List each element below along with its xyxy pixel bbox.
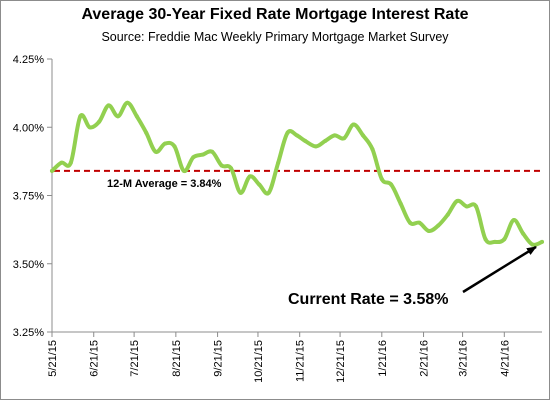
x-tick-label: 12/21/15 (335, 340, 347, 383)
data-point (342, 136, 347, 141)
data-point (97, 119, 102, 124)
data-point (229, 166, 233, 171)
data-point (483, 237, 488, 242)
data-point (200, 152, 205, 157)
series-points (50, 100, 544, 247)
data-point (285, 130, 290, 135)
data-point (106, 103, 111, 108)
data-point (116, 114, 120, 119)
data-point (511, 218, 516, 223)
current-rate-annotation: Current Rate = 3.58% (288, 291, 449, 308)
data-point (540, 239, 544, 244)
data-point (247, 174, 252, 179)
data-point (379, 177, 384, 182)
x-tick-label: 9/21/15 (213, 340, 225, 377)
average-reference-label: 12-M Average = 3.84% (107, 178, 222, 190)
data-point (351, 122, 356, 127)
data-point (474, 204, 478, 209)
x-tick-label: 8/21/15 (171, 340, 183, 377)
x-tick-label: 6/21/15 (89, 340, 101, 377)
data-point (125, 100, 130, 105)
y-tick-label: 4.25% (13, 54, 44, 66)
data-point (210, 149, 215, 154)
y-tick-label: 3.75% (13, 191, 44, 203)
data-point (361, 133, 365, 138)
data-point (417, 220, 422, 225)
x-tick-label: 4/21/16 (499, 340, 511, 377)
data-point (78, 114, 83, 119)
data-point (153, 149, 158, 154)
x-tick-label: 3/21/16 (458, 340, 470, 377)
x-tick-label: 1/21/16 (377, 340, 389, 377)
data-point (445, 212, 450, 217)
y-tick-label: 3.25% (13, 327, 44, 339)
data-point (163, 141, 168, 146)
data-point (50, 168, 54, 173)
y-tick-label: 3.50% (13, 259, 44, 271)
chart-title: Average 30-Year Fixed Rate Mortgage Inte… (81, 6, 469, 23)
data-point (323, 138, 328, 143)
chart-subtitle: Source: Freddie Mac Weekly Primary Mortg… (101, 30, 449, 44)
data-point (68, 160, 73, 165)
data-point (59, 160, 64, 165)
data-point (389, 182, 394, 187)
data-point (521, 231, 526, 236)
data-point (408, 220, 413, 225)
data-point (313, 144, 318, 149)
data-point (181, 168, 186, 173)
data-point (502, 237, 507, 242)
data-point (144, 130, 149, 135)
x-tick-label: 7/21/15 (129, 340, 141, 377)
y-tick-label: 4.00% (13, 122, 44, 134)
x-tick-label: 11/21/15 (295, 340, 307, 382)
data-point (266, 190, 271, 195)
data-point (276, 160, 281, 165)
data-point (172, 144, 177, 149)
x-tick-label: 5/21/15 (47, 340, 59, 377)
current-rate-arrow (462, 245, 537, 294)
data-point (464, 204, 469, 209)
data-point (191, 155, 196, 160)
data-point (87, 125, 92, 130)
data-point (238, 190, 243, 195)
data-point (257, 182, 262, 187)
x-tick-label: 2/21/16 (419, 340, 431, 377)
x-tick-label: 10/21/15 (253, 340, 265, 383)
data-point (303, 138, 308, 143)
data-point (219, 163, 224, 168)
data-point (530, 242, 535, 247)
series-line-mortgage-rate (50, 100, 544, 247)
x-axis-ticks: 5/21/15 6/21/15 7/21/15 8/21/15 9/21/15 10/21… (47, 332, 511, 383)
data-point (332, 133, 337, 138)
data-point (455, 199, 460, 203)
y-axis-ticks: 3.25% 3.50% 3.75% 4.00% 4.25% (13, 54, 52, 339)
data-point (370, 147, 375, 152)
data-point (134, 114, 139, 119)
data-point (492, 239, 497, 244)
data-point (398, 201, 403, 206)
data-point (295, 133, 299, 138)
data-point (436, 223, 441, 228)
data-point (426, 229, 431, 233)
